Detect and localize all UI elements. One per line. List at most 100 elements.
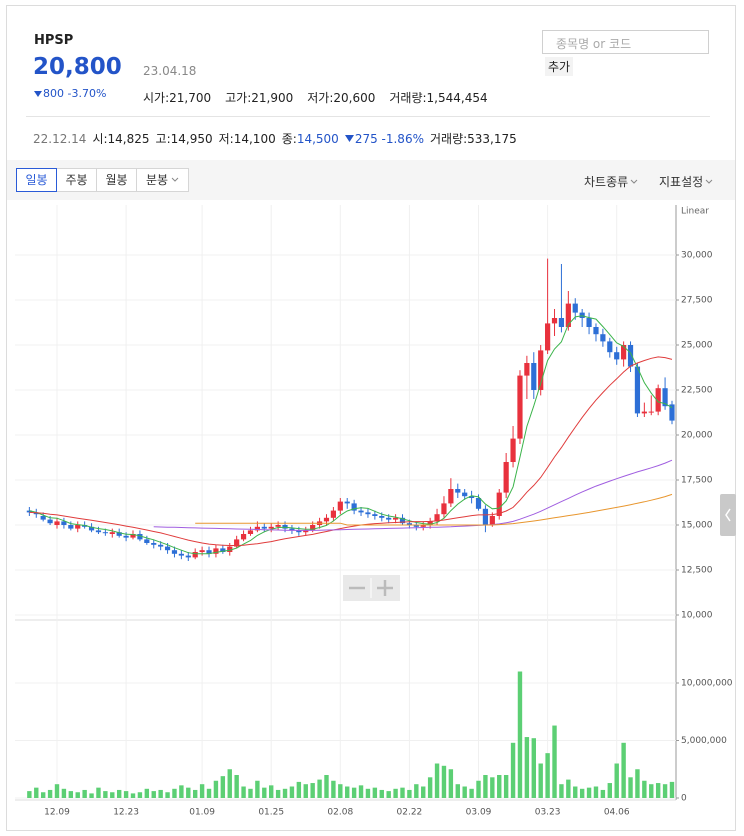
x-tick-label: 04.06 — [604, 808, 630, 818]
y-tick-label: 12,500 — [681, 566, 713, 576]
side-toggle[interactable] — [720, 494, 736, 536]
y-tick-label: 25,000 — [681, 341, 713, 351]
candle-body — [75, 525, 81, 529]
volume-bar — [345, 786, 350, 798]
volume-bar — [199, 784, 205, 798]
candle-body — [655, 388, 661, 412]
volume-bar — [365, 788, 371, 798]
candle-body — [102, 532, 108, 534]
volume-bar — [469, 788, 474, 798]
add-button[interactable]: 추가 — [545, 57, 574, 76]
price: 20,800 — [33, 54, 122, 80]
menu[interactable]: 지표설정 — [659, 173, 713, 190]
volume-bar — [103, 791, 108, 798]
volume-bar — [517, 671, 523, 798]
volume-bar — [110, 792, 115, 798]
candle-body — [192, 552, 198, 558]
volume-bar — [151, 791, 156, 798]
candle-body — [220, 548, 226, 552]
tab[interactable]: 분봉 — [136, 168, 189, 192]
volume-bar — [614, 763, 619, 798]
tab[interactable]: 주봉 — [56, 168, 97, 192]
volume-bar — [144, 788, 150, 798]
candle-body — [234, 539, 240, 547]
candle-body — [144, 539, 150, 543]
volume-bar — [448, 769, 454, 798]
candle-body — [372, 514, 378, 516]
candle-body — [392, 517, 399, 520]
volume-bar — [586, 787, 592, 798]
candle-body — [648, 411, 654, 413]
candle-body — [406, 523, 413, 525]
candle-body — [600, 334, 606, 342]
candle-body — [386, 517, 392, 520]
volume-bar — [303, 784, 308, 798]
candle-body — [158, 544, 164, 547]
candle-body — [40, 516, 46, 520]
volume-bar — [462, 786, 467, 798]
volume-bar — [255, 780, 260, 798]
hover-date: 22.12.14 — [33, 132, 87, 146]
volume-bar — [27, 791, 32, 798]
volume-bar — [490, 777, 495, 798]
search-placeholder: 종목명 or 코드 — [556, 37, 632, 51]
stat: 저가:20,600 — [307, 91, 375, 105]
candle-body — [95, 530, 102, 533]
hover-volume-label: 거래량: — [429, 132, 468, 146]
volume-bar — [47, 789, 53, 798]
y-tick-label: 27,500 — [681, 296, 713, 306]
volume-bar — [338, 784, 343, 798]
candle-body — [586, 318, 592, 327]
moving-average-line — [195, 493, 673, 526]
candle-body — [206, 550, 212, 554]
stat-value: 1,544,454 — [426, 91, 488, 105]
candle-body — [254, 526, 260, 531]
candle-body — [441, 503, 447, 515]
volume-bar — [34, 787, 39, 798]
volume-bar — [206, 788, 212, 798]
volume-bar — [213, 780, 219, 798]
candle-body — [310, 525, 316, 531]
menu[interactable]: 차트종류 — [584, 173, 638, 190]
volume-bar — [538, 763, 543, 798]
candle-body — [199, 550, 205, 552]
volume-bar — [579, 788, 585, 798]
menu-label: 지표설정 — [659, 175, 704, 189]
x-tick-label: 01.09 — [189, 808, 215, 818]
volume-bar — [628, 777, 633, 798]
volume-bar — [669, 781, 675, 798]
candle-body — [227, 546, 233, 552]
volume-bar — [275, 789, 281, 798]
chevron-line — [705, 179, 713, 184]
hover-label: 고: — [155, 132, 171, 146]
volume-bar — [566, 779, 571, 798]
tab[interactable]: 일봉 — [16, 168, 57, 192]
volume-bar — [510, 742, 516, 798]
volume-bar — [282, 788, 288, 798]
candle-body — [489, 516, 495, 525]
volume-bar — [40, 792, 46, 798]
volume-bar — [248, 788, 253, 798]
hover-change: 275 -1.86% — [354, 132, 424, 146]
volume-bar — [241, 786, 246, 798]
volume-bar — [427, 777, 433, 798]
moving-average-line — [29, 356, 673, 546]
menu-label: 차트종류 — [584, 175, 629, 189]
search-box[interactable]: 종목명 or 코드 — [542, 30, 709, 54]
candle-body — [558, 318, 565, 327]
tab[interactable]: 월봉 — [96, 168, 137, 192]
candle-body — [296, 530, 302, 533]
volume-bar — [54, 784, 60, 798]
candle-body — [151, 543, 157, 545]
volume-bar — [421, 786, 426, 798]
y-tick-label: 17,500 — [681, 476, 713, 486]
candle-body — [344, 501, 350, 504]
candle-body — [496, 492, 502, 516]
volume-bar — [186, 787, 191, 798]
hover-label: 저: — [218, 132, 234, 146]
candle-body — [448, 489, 454, 504]
candle-body — [123, 535, 129, 538]
stat-label: 시가: — [143, 91, 170, 105]
volume-bar — [289, 786, 295, 798]
